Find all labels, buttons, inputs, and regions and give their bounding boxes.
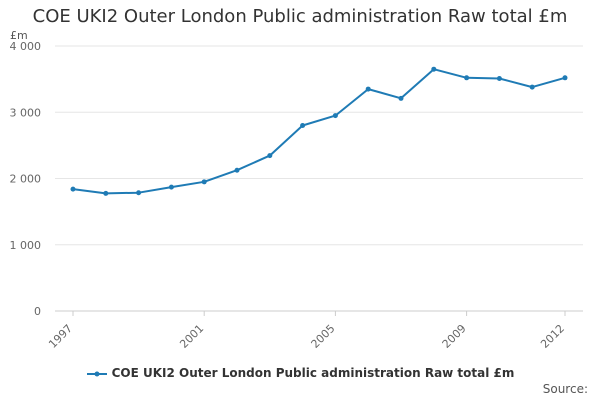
- source-label: Source:: [542, 382, 588, 396]
- legend-line-icon: [86, 371, 107, 376]
- legend-label: COE UKI2 Outer London Public administrat…: [111, 366, 515, 380]
- x-axis-ticks: 1997 2001 2005 2009 2012: [46, 311, 567, 351]
- y-tick-label-2: 2 000: [10, 173, 42, 186]
- x-tick-label-1: 2001: [177, 322, 206, 351]
- data-point-2007: [398, 95, 404, 101]
- y-tick-label-0: 0: [34, 305, 41, 318]
- y-tick-label-4: 4 000: [10, 40, 42, 53]
- x-tick-label-3: 2009: [440, 322, 469, 351]
- data-point-2000: [168, 184, 174, 190]
- series-layer: [70, 66, 568, 196]
- data-point-2005: [332, 113, 338, 119]
- data-point-2003: [267, 153, 273, 159]
- data-point-2002: [234, 167, 240, 173]
- chart-title: COE UKI2 Outer London Public administrat…: [32, 6, 568, 27]
- gridlines: [55, 45, 583, 312]
- data-point-2006: [365, 86, 371, 92]
- data-point-2009: [464, 75, 470, 81]
- data-point-2011: [529, 84, 535, 90]
- data-point-2010: [496, 75, 502, 81]
- data-point-2008: [431, 66, 437, 72]
- legend[interactable]: COE UKI2 Outer London Public administrat…: [0, 366, 600, 380]
- data-point-1999: [136, 190, 142, 196]
- y-axis-unit-label: £m: [10, 29, 28, 42]
- x-tick-label-0: 1997: [46, 322, 75, 351]
- data-point-2004: [300, 123, 306, 128]
- y-axis-ticks: 0 1 000 2 000 3 000 4 000: [10, 40, 42, 318]
- x-tick-label-4: 2012: [538, 322, 567, 351]
- data-point-1998: [103, 190, 109, 196]
- y-tick-label-3: 3 000: [10, 106, 42, 119]
- y-tick-label-1: 1 000: [10, 239, 42, 252]
- series-line-0: [72, 68, 566, 195]
- data-point-2001: [201, 179, 207, 185]
- x-tick-label-2: 2005: [309, 322, 338, 351]
- data-point-2012: [562, 75, 568, 81]
- data-point-1997: [70, 186, 76, 192]
